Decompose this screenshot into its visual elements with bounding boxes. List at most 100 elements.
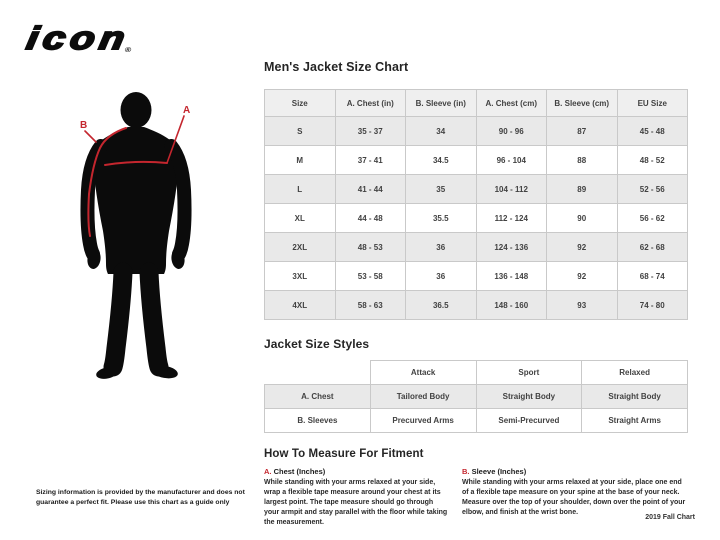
header-row: Attack Sport Relaxed	[265, 360, 688, 386]
table-cell: 93	[546, 290, 618, 320]
table-cell: 68 - 74	[616, 261, 688, 291]
measure-section-chest: A. Chest (Inches) While standing with yo…	[264, 467, 450, 528]
chest-measure-line	[104, 160, 168, 166]
table-cell: 62 - 68	[616, 232, 688, 262]
table-cell: 136 - 148	[475, 261, 547, 291]
table-cell: 48 - 52	[616, 145, 688, 175]
table-cell: 35 - 37	[334, 116, 406, 146]
table-cell: 48 - 53	[334, 232, 406, 262]
column-header: B. Sleeve (in)	[405, 89, 477, 117]
table-cell: 92	[546, 261, 618, 291]
table-cell: 88	[546, 145, 618, 175]
label-a-pointer-line	[166, 115, 185, 164]
table-cell: 74 - 80	[616, 290, 688, 320]
header-row: Size A. Chest (in) B. Sleeve (in) A. Chest …	[264, 89, 688, 117]
column-header: Sport	[475, 360, 583, 386]
table-cell: 34.5	[405, 145, 477, 175]
table-row: 2XL 48 - 53 36 124 - 136 92 62 - 68	[264, 232, 688, 262]
table-cell: 124 - 136	[475, 232, 547, 262]
column-header: A. Chest (in)	[334, 89, 406, 117]
table-row: S 35 - 37 34 90 - 96 87 45 - 48	[264, 116, 688, 146]
sleeve-heading-text: Sleeve (Inches)	[471, 467, 527, 477]
chest-heading-text: Chest (Inches)	[273, 467, 326, 477]
table-cell: 44 - 48	[334, 203, 406, 233]
sleeve-measure-paragraph: While standing with your arms relaxed at…	[462, 479, 686, 516]
table-cell: 37 - 41	[334, 145, 406, 175]
measurement-figure: A B	[52, 86, 248, 386]
table-row: 3XL 53 - 58 36 136 - 148 92 68 - 74	[264, 261, 688, 291]
table-cell: 53 - 58	[334, 261, 406, 291]
logo-wordmark: icon	[23, 19, 134, 57]
chest-heading-letter: A.	[264, 467, 272, 477]
registered-trademark-symbol: ®	[124, 47, 132, 54]
column-header: A. Chest (cm)	[475, 89, 547, 117]
table-cell: 56 - 62	[616, 203, 688, 233]
table-row: XL 44 - 48 35.5 112 - 124 90 56 - 62	[264, 203, 688, 233]
table-cell: 41 - 44	[334, 174, 406, 204]
table-cell: 36	[405, 261, 477, 291]
column-header: Relaxed	[581, 360, 688, 386]
column-header: B. Sleeve (cm)	[546, 89, 618, 117]
table-cell: Precurved Arms	[369, 408, 477, 434]
table-cell: 36	[405, 232, 477, 262]
table-row: B. Sleeves Precurved Arms Semi-Precurved St…	[264, 408, 688, 434]
column-header: Size	[264, 89, 336, 117]
measure-section-sleeve: B. Sleeve (Inches) While standing with y…	[462, 467, 688, 528]
table-cell: 87	[546, 116, 618, 146]
table-cell: Straight Arms	[581, 408, 688, 434]
mens-size-chart-title: Men's Jacket Size Chart	[264, 60, 409, 74]
row-label-cell: 2XL	[264, 232, 336, 262]
table-cell: 148 - 160	[475, 290, 547, 320]
measure-instructions: A. Chest (Inches) While standing with yo…	[264, 467, 688, 528]
table-row: A. Chest Tailored Body Straight Body Straig…	[264, 384, 688, 410]
row-label-cell: 4XL	[264, 290, 336, 320]
table-cell: Straight Body	[475, 384, 583, 410]
table-cell: 52 - 56	[616, 174, 688, 204]
sizing-disclaimer: Sizing information is provided by the ma…	[36, 489, 245, 506]
chest-measure-paragraph: While standing with your arms relaxed at…	[264, 479, 448, 526]
table-cell: 45 - 48	[616, 116, 688, 146]
icon-brand-logo: icon®	[23, 19, 138, 57]
table-row: L 41 - 44 35 104 - 112 89 52 - 56	[264, 174, 688, 204]
table-row: 4XL 58 - 63 36.5 148 - 160 93 74 - 80	[264, 290, 688, 320]
table-cell: 92	[546, 232, 618, 262]
sleeve-measure-label-b: B	[80, 120, 88, 131]
chest-measure-heading: A. Chest (Inches)	[264, 467, 450, 476]
table-cell: 36.5	[405, 290, 477, 320]
blank-header-cell	[265, 361, 371, 385]
row-label-cell: B. Sleeves	[264, 408, 371, 434]
row-label-cell: S	[264, 116, 336, 146]
chest-measure-label-a: A	[183, 105, 191, 116]
row-label-cell: 3XL	[264, 261, 336, 291]
jacket-size-styles-title: Jacket Size Styles	[264, 337, 370, 351]
how-to-measure-title: How To Measure For Fitment	[264, 448, 424, 461]
column-header: Attack	[369, 360, 477, 386]
chart-content-column: Men's Jacket Size Chart Size A. Chest (in…	[264, 60, 688, 528]
table-row: M 37 - 41 34.5 96 - 104 88 48 - 52	[264, 145, 688, 175]
table-cell: 90	[546, 203, 618, 233]
label-b-pointer-line	[84, 130, 97, 143]
mens-jacket-size-table: Size A. Chest (in) B. Sleeve (in) A. Chest …	[264, 89, 688, 320]
row-label-cell: M	[264, 145, 336, 175]
sleeve-measure-heading: B. Sleeve (Inches)	[462, 467, 688, 476]
measurement-guide-lines	[84, 115, 185, 237]
table-cell: Tailored Body	[369, 384, 477, 410]
row-label-cell: A. Chest	[264, 384, 371, 410]
jacket-size-styles-table: Attack Sport Relaxed A. Chest Tailored Body S…	[264, 360, 688, 434]
table-cell: 34	[405, 116, 477, 146]
table-cell: 96 - 104	[475, 145, 547, 175]
table-cell: 104 - 112	[475, 174, 547, 204]
table-cell: 35	[405, 174, 477, 204]
table-cell: 90 - 96	[475, 116, 547, 146]
male-silhouette-graphic	[80, 92, 192, 379]
table-cell: 89	[546, 174, 618, 204]
table-cell: Semi-Precurved	[475, 408, 583, 434]
table-cell: 112 - 124	[475, 203, 547, 233]
table-cell: Straight Body	[581, 384, 688, 410]
column-header: EU Size	[616, 89, 688, 117]
table-cell: 35.5	[405, 203, 477, 233]
table-cell: 58 - 63	[334, 290, 406, 320]
row-label-cell: XL	[264, 203, 336, 233]
chart-version-label: 2019 Fall Chart	[645, 514, 695, 521]
